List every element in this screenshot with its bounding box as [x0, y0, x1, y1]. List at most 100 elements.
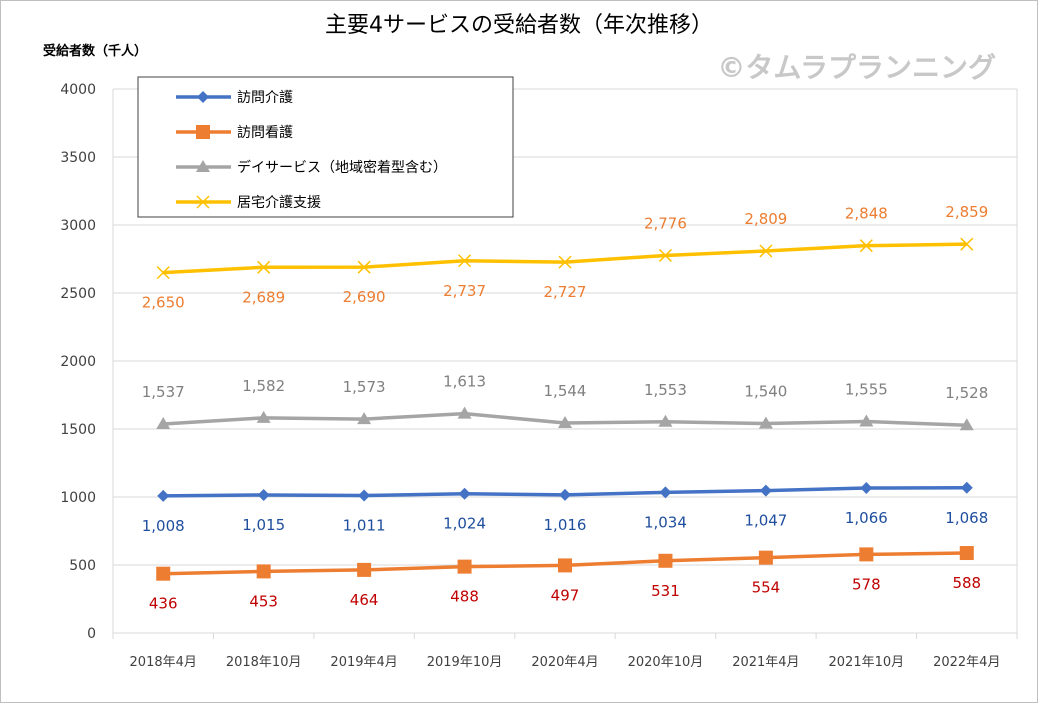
data-label: 1,008: [142, 517, 185, 535]
y-tick-label: 0: [87, 626, 96, 642]
x-marker-stroke: [257, 260, 271, 274]
x-marker-stroke: [859, 239, 873, 253]
x-tick-label: 2022年4月: [933, 655, 1000, 670]
series-group: [156, 237, 974, 581]
x-marker-stroke: [458, 254, 472, 268]
square-marker: [256, 564, 271, 579]
data-label: 2,859: [945, 203, 988, 221]
triangle-marker: [558, 416, 572, 429]
x-marker-stroke: [357, 260, 371, 274]
data-label: 436: [149, 595, 178, 613]
legend-label: 訪問介護: [237, 90, 293, 106]
diamond-marker: [860, 482, 873, 495]
diamond-marker: [659, 486, 672, 499]
legend-square-marker: [196, 125, 210, 139]
x-marker: [658, 248, 672, 262]
x-marker: [458, 254, 472, 268]
y-tick-label: 3500: [60, 150, 96, 166]
data-label: 2,650: [142, 294, 185, 312]
triangle-marker: [457, 406, 472, 419]
x-marker: [257, 260, 271, 274]
y-tick-label: 1500: [60, 422, 96, 438]
legend-diamond-marker: [197, 91, 209, 103]
x-marker: [859, 239, 873, 253]
watermark: ©タムラプランニング: [717, 51, 996, 84]
y-tick-label: 3000: [60, 218, 96, 234]
x-marker-stroke: [658, 248, 672, 262]
x-axis-ticks: 2018年4月 2018年10月 2019年4月 2019年10月 2020年4月 202…: [112, 633, 1018, 670]
data-label: 2,737: [443, 282, 486, 300]
diamond-marker: [458, 487, 471, 500]
data-labels: 1,008 1,015 1,011 1,024 1,016 1,034 1,047 1,066…: [142, 203, 989, 613]
data-label: 497: [551, 586, 580, 604]
data-label: 531: [651, 582, 680, 600]
triangle-marker: [658, 414, 673, 427]
data-label: 464: [350, 591, 379, 609]
x-marker: [759, 244, 773, 258]
chart-title: 主要4サービスの受給者数（年次推移）: [325, 13, 713, 38]
data-label: 1,024: [443, 515, 486, 533]
data-label: 2,848: [845, 205, 888, 223]
data-label: 1,573: [343, 378, 386, 396]
data-label: 2,809: [744, 210, 787, 228]
data-label: 1,544: [544, 382, 587, 400]
x-marker: [357, 260, 371, 274]
x-tick-label: 2018年4月: [130, 655, 197, 670]
square-marker: [357, 562, 372, 577]
y-tick-label: 2000: [60, 354, 96, 370]
data-label: 1,582: [242, 377, 285, 395]
data-label: 1,015: [242, 516, 285, 534]
data-label: 1,011: [343, 517, 386, 535]
x-tick-label: 2020年4月: [531, 655, 598, 670]
y-axis-label: 受給者数（千人）: [43, 43, 147, 59]
data-label: 1,613: [443, 373, 486, 391]
diamond-marker: [358, 489, 371, 502]
x-marker-stroke: [156, 266, 170, 280]
triangle-marker: [959, 418, 974, 431]
square-marker: [859, 547, 874, 562]
x-tick-label: 2021年4月: [732, 655, 799, 670]
data-label: 2,689: [242, 288, 285, 306]
data-label: 1,068: [945, 509, 988, 527]
x-tick-label: 2019年4月: [330, 655, 397, 670]
triangle-marker: [256, 410, 271, 423]
y-tick-label: 1000: [60, 490, 96, 506]
x-tick-label: 2018年10月: [226, 655, 302, 670]
x-marker-stroke: [960, 237, 974, 251]
x-marker: [156, 266, 170, 280]
data-label: 1,540: [744, 383, 787, 401]
square-marker: [558, 558, 572, 573]
square-marker: [959, 546, 974, 561]
square-marker: [758, 550, 773, 565]
legend-label: 居宅介護支援: [237, 195, 321, 211]
x-marker-stroke: [558, 255, 572, 269]
legend-label: 訪問看護: [237, 125, 293, 141]
legend-item: 訪問看護: [176, 125, 293, 141]
square-marker: [156, 566, 171, 581]
diamond-marker: [559, 488, 571, 501]
diamond-marker: [960, 481, 973, 494]
data-label: 1,016: [544, 516, 587, 534]
data-label: 578: [852, 575, 881, 593]
x-marker-stroke: [759, 244, 773, 258]
triangle-marker: [758, 416, 773, 429]
x-marker-stroke: [196, 195, 210, 209]
legend-item: 訪問介護: [176, 90, 293, 106]
data-label: 1,047: [744, 512, 787, 530]
square-marker: [658, 553, 673, 568]
y-tick-label: 2500: [60, 286, 96, 302]
data-label: 2,690: [343, 288, 386, 306]
triangle-marker: [357, 412, 372, 425]
triangle-marker: [859, 414, 874, 427]
legend-triangle-marker: [196, 160, 210, 172]
x-tick-label: 2020年10月: [628, 655, 704, 670]
series-line-3: [163, 242, 967, 275]
data-label: 2,727: [544, 283, 587, 301]
legend-x-marker: [196, 195, 210, 209]
x-marker: [960, 237, 974, 251]
legend-label: デイサービス（地域密着型含む）: [237, 159, 447, 176]
data-label: 1,553: [644, 381, 687, 399]
diamond-marker: [157, 489, 170, 502]
